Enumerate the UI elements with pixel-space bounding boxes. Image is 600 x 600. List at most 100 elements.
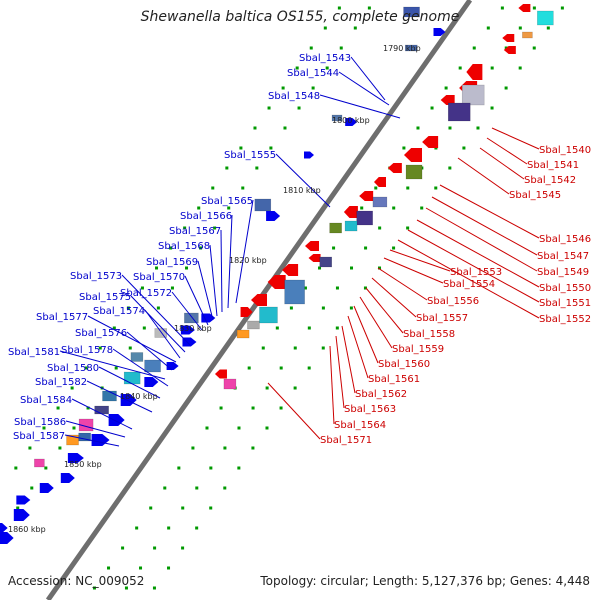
tick-dot bbox=[16, 506, 20, 510]
tick-dot bbox=[195, 486, 199, 490]
tick-dot bbox=[350, 266, 354, 270]
gene-box bbox=[284, 279, 305, 305]
tick-dot bbox=[72, 426, 76, 430]
gene-box bbox=[94, 405, 109, 415]
tick-dot bbox=[279, 366, 283, 370]
tick-dot bbox=[237, 426, 241, 430]
gene-label-plus: Sbal_1551 bbox=[539, 298, 591, 309]
gene-label-minus: Sbal_1578 bbox=[61, 345, 113, 356]
leader-line bbox=[377, 267, 428, 301]
plus-strand-arrow bbox=[359, 191, 374, 201]
leader-line bbox=[87, 315, 177, 363]
gene-box bbox=[329, 222, 342, 234]
leader-line bbox=[329, 345, 335, 425]
leader-line bbox=[359, 296, 393, 349]
gene-label-minus: Sbal_1574 bbox=[93, 306, 145, 317]
gene-box bbox=[405, 164, 423, 180]
leader-line bbox=[341, 325, 356, 394]
plus-strand-arrow bbox=[502, 34, 515, 42]
tick-dot bbox=[279, 406, 283, 410]
tick-dot bbox=[241, 186, 245, 190]
plus-strand-arrow bbox=[373, 177, 386, 187]
leader-line bbox=[439, 184, 540, 239]
tick-dot bbox=[307, 326, 311, 330]
gene-box bbox=[144, 359, 161, 373]
tick-dot bbox=[504, 86, 508, 90]
tick-dot bbox=[98, 346, 102, 350]
leader-line bbox=[347, 315, 369, 379]
tick-dot bbox=[209, 466, 213, 470]
plus-strand-arrow bbox=[251, 294, 268, 306]
tick-dot bbox=[303, 286, 307, 290]
tick-dot bbox=[44, 466, 48, 470]
tick-dot bbox=[181, 546, 185, 550]
gene-label-plus: Sbal_1563 bbox=[344, 404, 396, 415]
tick-dot bbox=[434, 186, 438, 190]
tick-dot bbox=[546, 26, 550, 30]
gene-label-plus: Sbal_1561 bbox=[368, 374, 420, 385]
leader-line bbox=[365, 287, 404, 334]
leader-line bbox=[479, 147, 525, 180]
tick-dot bbox=[92, 586, 96, 590]
plus-strand-arrow bbox=[440, 95, 455, 105]
tick-dot bbox=[114, 366, 118, 370]
minus-strand-arrow bbox=[16, 495, 31, 505]
tick-dot bbox=[86, 406, 90, 410]
gene-box bbox=[184, 312, 199, 324]
gene-label-plus: Sbal_1550 bbox=[539, 283, 591, 294]
tick-dot bbox=[378, 226, 382, 230]
gene-label-minus: Sbal_1544 bbox=[287, 68, 339, 79]
gene-box bbox=[130, 352, 144, 362]
minus-strand-arrow bbox=[345, 118, 358, 126]
leader-line bbox=[98, 366, 161, 399]
plus-strand-arrow bbox=[422, 136, 439, 148]
tick-dot bbox=[126, 306, 130, 310]
leader-line bbox=[371, 277, 417, 318]
tick-dot bbox=[124, 586, 128, 590]
leader-line bbox=[86, 380, 153, 413]
gene-box bbox=[154, 328, 168, 338]
gene-box bbox=[356, 210, 373, 226]
tick-dot bbox=[191, 446, 195, 450]
scale-label: 1850 kbp bbox=[64, 460, 102, 469]
gene-label-plus: Sbal_1554 bbox=[443, 279, 495, 290]
gene-label-minus: Sbal_1576 bbox=[75, 328, 127, 339]
gene-label-plus: Sbal_1564 bbox=[334, 420, 386, 431]
gene-label-plus: Sbal_1542 bbox=[524, 175, 576, 186]
tick-dot bbox=[490, 66, 494, 70]
tick-dot bbox=[518, 66, 522, 70]
gene-label-plus: Sbal_1556 bbox=[427, 296, 479, 307]
tick-dot bbox=[295, 66, 299, 70]
minus-strand-arrow bbox=[266, 211, 281, 221]
genome-title: Shewanella baltica OS155, complete genom… bbox=[140, 9, 460, 25]
tick-dot bbox=[420, 206, 424, 210]
tick-dot bbox=[156, 306, 160, 310]
tick-dot bbox=[353, 26, 357, 30]
plus-strand-arrow bbox=[387, 163, 402, 173]
gene-label-minus: Sbal_1567 bbox=[169, 226, 221, 237]
gene-label-plus: Sbal_1541 bbox=[527, 160, 579, 171]
plus-strand-arrow bbox=[343, 206, 358, 218]
tick-dot bbox=[325, 66, 329, 70]
tick-dot bbox=[247, 366, 251, 370]
minus-strand-arrow bbox=[166, 362, 179, 370]
leader-line bbox=[407, 229, 540, 303]
leader-line bbox=[220, 229, 223, 313]
tick-dot bbox=[448, 166, 452, 170]
tick-dot bbox=[205, 426, 209, 430]
gene-box bbox=[522, 31, 533, 39]
tick-dot bbox=[169, 246, 173, 250]
leader-line bbox=[144, 309, 181, 359]
tick-dot bbox=[476, 126, 480, 130]
tick-dot bbox=[223, 486, 227, 490]
tick-dot bbox=[364, 246, 368, 250]
tick-dot bbox=[269, 146, 273, 150]
tick-dot bbox=[462, 146, 466, 150]
tick-dot bbox=[155, 266, 159, 270]
gene-label-plus: Sbal_1540 bbox=[539, 145, 591, 156]
tick-dot bbox=[30, 486, 34, 490]
gene-label-plus: Sbal_1558 bbox=[403, 329, 455, 340]
tick-dot bbox=[374, 186, 378, 190]
scale-label: 1790 kbp bbox=[383, 44, 421, 53]
tick-dot bbox=[255, 166, 259, 170]
